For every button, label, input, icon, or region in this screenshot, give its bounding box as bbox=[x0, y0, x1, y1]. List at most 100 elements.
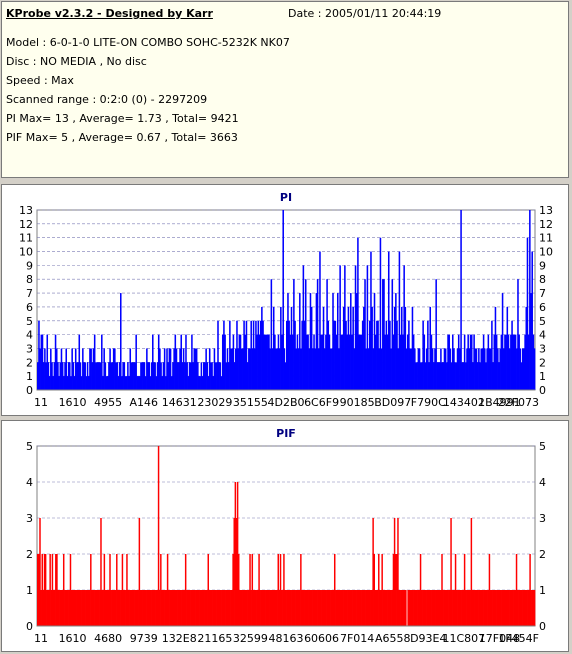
pi-bar bbox=[526, 237, 529, 390]
pif-bar bbox=[125, 590, 127, 626]
pif-bar bbox=[284, 590, 286, 626]
pi-bar bbox=[242, 348, 244, 390]
pif-bar bbox=[528, 590, 530, 626]
pi-bar bbox=[487, 334, 490, 390]
pif-bar bbox=[365, 590, 368, 626]
pif-bar bbox=[245, 590, 248, 626]
pif-bar bbox=[512, 590, 514, 626]
pif-bar bbox=[112, 590, 115, 626]
pi-bar bbox=[152, 334, 154, 390]
pi-bar bbox=[486, 348, 488, 390]
pi-bar bbox=[401, 306, 403, 390]
pif-bar bbox=[477, 590, 479, 626]
pif-bar bbox=[157, 446, 160, 626]
pi-bar bbox=[130, 362, 133, 390]
pi-bar bbox=[61, 362, 64, 390]
pif-bar bbox=[441, 554, 443, 626]
pif-bar bbox=[308, 590, 310, 626]
pif-bar bbox=[249, 554, 251, 626]
pi-bar bbox=[402, 334, 404, 390]
pi-bar bbox=[133, 362, 135, 390]
pi-bar bbox=[53, 362, 56, 390]
pif-bar bbox=[374, 590, 377, 626]
pif-bar bbox=[356, 590, 359, 626]
pi-bar bbox=[510, 334, 512, 390]
pif-bar bbox=[189, 590, 191, 626]
pif-bar bbox=[68, 590, 71, 626]
pi-x-tick: 4955 bbox=[94, 396, 122, 409]
pif-bar bbox=[484, 590, 486, 626]
pif-bar bbox=[56, 554, 58, 626]
pif-bar bbox=[335, 590, 337, 626]
pif-bar bbox=[432, 590, 434, 626]
pif-bar bbox=[49, 554, 51, 626]
pif-bar bbox=[198, 590, 200, 626]
pi-bar bbox=[277, 334, 280, 390]
pif-bar bbox=[352, 590, 354, 626]
pi-y-tick-right: 13 bbox=[539, 204, 553, 217]
pi-bar bbox=[495, 334, 498, 390]
pi-bar bbox=[494, 306, 497, 390]
pi-bar bbox=[385, 320, 388, 390]
pi-bar bbox=[211, 362, 213, 390]
pif-bar bbox=[90, 554, 92, 626]
pi-chart-panel: PI 0 0 1 1 2 2 3 3 4 4 5 5 6 6 7 7 8 8 9 9 10 10 11 11 12 12 13 13 11… bbox=[1, 184, 569, 416]
pi-bar bbox=[280, 306, 282, 390]
pif-bar bbox=[47, 590, 49, 626]
pi-bar bbox=[50, 348, 52, 390]
pi-bar bbox=[447, 334, 449, 390]
pi-x-tick: 6C6F9 bbox=[304, 396, 339, 409]
pi-bar bbox=[359, 334, 362, 390]
pi-bar bbox=[52, 376, 54, 390]
pif-bar bbox=[139, 590, 142, 626]
pif-bar bbox=[502, 590, 504, 626]
pi-bar bbox=[123, 362, 126, 390]
pif-bar bbox=[155, 590, 158, 626]
pi-bar bbox=[76, 362, 78, 390]
pif-bar bbox=[51, 554, 54, 626]
pi-bar bbox=[102, 376, 104, 390]
pi-bar bbox=[122, 362, 124, 390]
pi-bar bbox=[267, 334, 269, 390]
pi-bar bbox=[511, 320, 513, 390]
pif-bar bbox=[337, 590, 339, 626]
pif-bar bbox=[143, 590, 145, 626]
pif-bar bbox=[422, 590, 424, 626]
pi-bar bbox=[78, 334, 81, 390]
pi-x-tick: 35155 bbox=[233, 396, 268, 409]
pi-bar bbox=[406, 334, 409, 390]
pif-bar bbox=[123, 590, 126, 626]
pi-y-tick-left: 7 bbox=[26, 287, 33, 300]
pif-bar bbox=[258, 554, 260, 626]
pif-bar bbox=[199, 590, 202, 626]
pi-bar bbox=[175, 348, 178, 390]
pi-bar bbox=[125, 376, 128, 390]
pi-bar bbox=[523, 348, 525, 390]
pi-bar bbox=[340, 334, 343, 390]
pif-bar bbox=[262, 590, 265, 626]
pi-bar bbox=[422, 320, 424, 390]
pi-bar bbox=[322, 306, 325, 390]
pif-bar bbox=[298, 590, 301, 626]
pif-bar bbox=[478, 590, 481, 626]
pif-bar bbox=[531, 590, 534, 626]
pi-bar bbox=[516, 348, 518, 390]
pi-bar bbox=[499, 348, 501, 390]
pif-bar bbox=[533, 590, 536, 626]
pif-bar bbox=[326, 590, 328, 626]
pif-bar bbox=[278, 590, 281, 626]
pi-bar bbox=[367, 348, 370, 390]
pi-bar bbox=[163, 348, 166, 390]
pif-bar bbox=[373, 554, 375, 626]
pif-bar bbox=[427, 590, 430, 626]
pif-bar bbox=[42, 590, 45, 626]
pi-y-tick-left: 6 bbox=[26, 301, 33, 314]
pi-bar bbox=[525, 306, 528, 390]
pif-bar bbox=[387, 590, 389, 626]
pif-bar bbox=[423, 590, 425, 626]
pif-bar bbox=[186, 590, 188, 626]
pif-bar bbox=[204, 590, 206, 626]
pi-bar bbox=[184, 362, 186, 390]
pi-bar bbox=[233, 362, 236, 390]
pi-bar bbox=[371, 306, 373, 390]
